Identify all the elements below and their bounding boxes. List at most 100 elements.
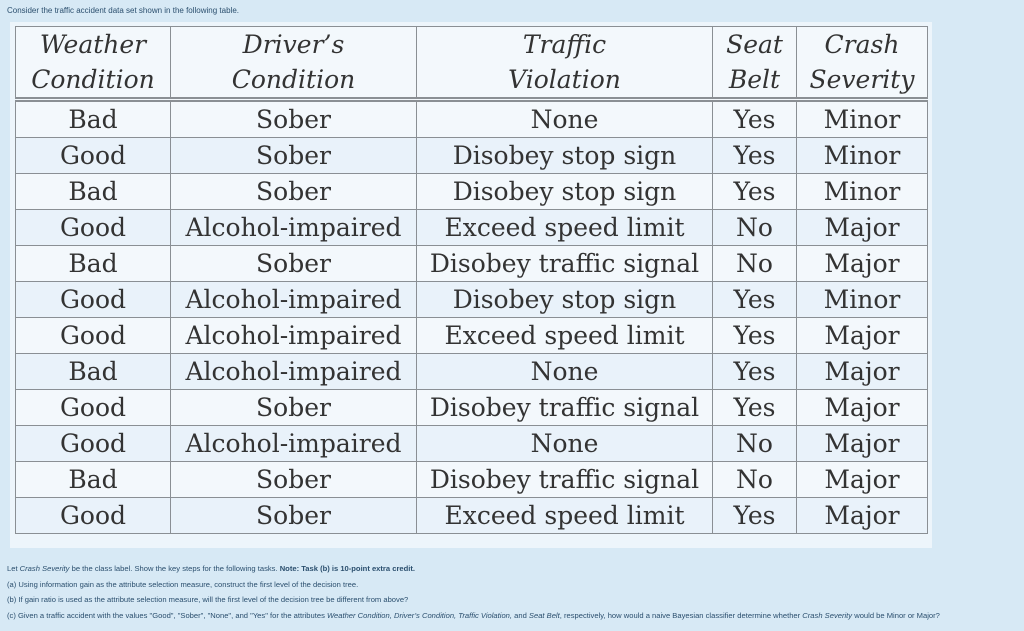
table-cell: Major [796, 209, 928, 246]
header-line: Crash [824, 30, 900, 59]
table-row: Good Alcohol-impaired Exceed speed limit Ye… [15, 317, 928, 354]
table-row: Bad Sober Disobey stop sign Yes Minor [15, 173, 928, 210]
table-cell: Sober [170, 99, 417, 138]
table-cell: None [416, 99, 713, 138]
task-text: (b) If gain ratio is used as the attribu… [7, 595, 409, 604]
table-row: Good Alcohol-impaired Disobey stop sign Yes… [15, 281, 928, 318]
header-line: Violation [508, 65, 621, 94]
table-cell: No [712, 245, 797, 282]
table-cell: Sober [170, 497, 417, 534]
header-line: Driver’s [242, 30, 345, 59]
table-row: Good Sober Disobey stop sign Yes Minor [15, 137, 928, 174]
table-cell: Yes [712, 281, 797, 318]
table-row: Bad Sober Disobey traffic signal No Major [15, 461, 928, 498]
table-cell: Disobey stop sign [416, 173, 713, 210]
header-line: Weather [39, 30, 147, 59]
table-cell: Alcohol-impaired [170, 317, 417, 354]
task-text: Note: Task (b) is 10-point extra credit. [279, 564, 416, 573]
table-cell: Bad [15, 99, 171, 138]
table-cell: Good [15, 281, 171, 318]
header-cell: Seat Belt [712, 26, 797, 102]
table-cell: Good [15, 497, 171, 534]
table-cell: Major [796, 497, 928, 534]
task-text: (c) Given a traffic accident with the va… [7, 610, 327, 620]
table-cell: Good [15, 389, 171, 426]
table-cell: Good [15, 209, 171, 246]
header-cell: Traffic Violation [416, 26, 713, 102]
table-cell: None [416, 353, 713, 390]
task-text: be the class label. Show the key steps f… [69, 564, 280, 573]
intro-text: Consider the traffic accident data set s… [7, 6, 239, 15]
table-row: Good Alcohol-impaired Exceed speed limit No… [15, 209, 928, 246]
task-text: Let [7, 564, 20, 573]
task-text: would be Minor or Major? [852, 610, 940, 620]
table-row: Good Sober Disobey traffic signal Yes Major [15, 389, 928, 426]
header-row: Weather Condition Driver’s Condition Traffic… [15, 26, 928, 102]
table-cell: Yes [712, 137, 797, 174]
task-line: (a) Using information gain as the attrib… [7, 580, 940, 596]
table-row: Bad Sober None Yes Minor [15, 99, 928, 138]
table-cell: Alcohol-impaired [170, 425, 417, 462]
task-line: Let Crash Severity be the class label. S… [7, 564, 940, 580]
task-text: Seat Belt [528, 610, 560, 620]
header-line: Condition [231, 65, 356, 94]
table-cell: Minor [796, 281, 928, 318]
table-cell: Minor [796, 173, 928, 210]
table-cell: No [712, 461, 797, 498]
table-row: Good Alcohol-impaired None No Major [15, 425, 928, 462]
table-cell: Yes [712, 99, 797, 138]
header-line: Belt [728, 65, 781, 94]
table-cell: No [712, 209, 797, 246]
table-cell: Sober [170, 137, 417, 174]
table-cell: Alcohol-impaired [170, 209, 417, 246]
table-cell: Sober [170, 389, 417, 426]
data-table: Weather Condition Driver’s Condition Traffic… [15, 26, 928, 534]
table-cell: Bad [15, 461, 171, 498]
task-text: Weather Condition, Driver’s Condition, T… [327, 610, 513, 620]
table-cell: Bad [15, 173, 171, 210]
task-text: Crash Severity [802, 610, 853, 620]
table-image: Weather Condition Driver’s Condition Traffic… [10, 22, 932, 548]
table-cell: Good [15, 317, 171, 354]
task-text: and [512, 610, 529, 620]
table-cell: None [416, 425, 713, 462]
table-row: Good Sober Exceed speed limit Yes Major [15, 497, 928, 534]
task-text: , respectively, how would a naive Bayesi… [559, 610, 803, 620]
table-cell: Bad [15, 245, 171, 282]
table-cell: Yes [712, 173, 797, 210]
table-cell: Major [796, 245, 928, 282]
table-cell: Alcohol-impaired [170, 353, 417, 390]
table-cell: Sober [170, 173, 417, 210]
table-cell: Disobey traffic signal [416, 389, 713, 426]
table-cell: Disobey stop sign [416, 281, 713, 318]
table-cell: Major [796, 389, 928, 426]
table-cell: Disobey traffic signal [416, 245, 713, 282]
table-cell: Good [15, 137, 171, 174]
table-cell: Exceed speed limit [416, 209, 713, 246]
table-cell: Yes [712, 317, 797, 354]
table-cell: Sober [170, 461, 417, 498]
table-cell: Minor [796, 137, 928, 174]
header-cell: Weather Condition [15, 26, 171, 102]
table-cell: Yes [712, 353, 797, 390]
table-cell: Yes [712, 497, 797, 534]
table-cell: Disobey traffic signal [416, 461, 713, 498]
table-cell: Alcohol-impaired [170, 281, 417, 318]
table-cell: Disobey stop sign [416, 137, 713, 174]
table-cell: Exceed speed limit [416, 497, 713, 534]
table-body: Bad Sober None Yes Minor Good Sober Disobey sto… [15, 99, 928, 534]
task-list: Let Crash Severity be the class label. S… [7, 564, 940, 626]
table-cell: Major [796, 317, 928, 354]
table-cell: Major [796, 461, 928, 498]
table-row: Bad Sober Disobey traffic signal No Major [15, 245, 928, 282]
task-line: (b) If gain ratio is used as the attribu… [7, 595, 940, 611]
header-line: Traffic [522, 30, 607, 59]
task-text: (a) Using information gain as the attrib… [7, 579, 359, 589]
table-cell: Bad [15, 353, 171, 390]
header-line: Condition [31, 65, 155, 94]
header-line: Seat [726, 30, 783, 59]
table-cell: Minor [796, 99, 928, 138]
table-cell: Yes [712, 389, 797, 426]
table-cell: Good [15, 425, 171, 462]
